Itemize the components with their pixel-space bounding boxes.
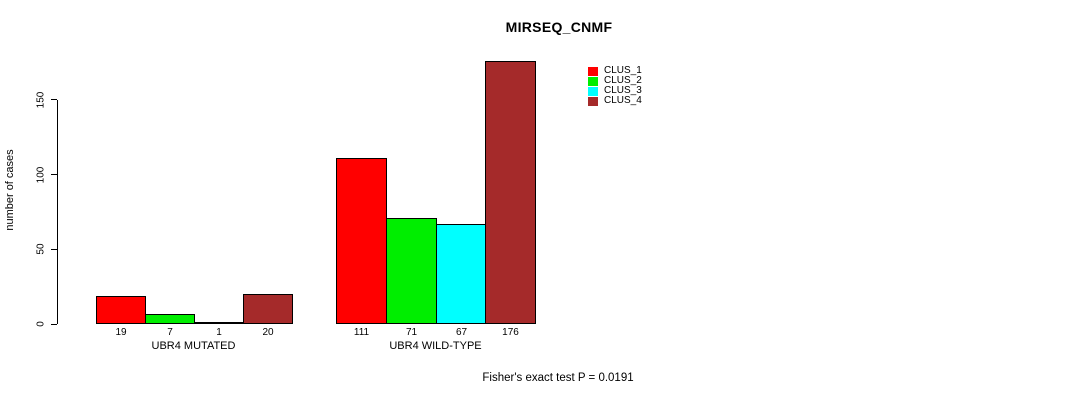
bar-value-label: 67	[455, 327, 468, 338]
bar-value-label: 71	[405, 327, 418, 338]
x-category-label: UBR4 MUTATED	[151, 340, 236, 352]
legend: CLUS_1 CLUS_2 CLUS_3 CLUS_4	[588, 66, 642, 106]
legend-row: CLUS_1	[588, 66, 642, 76]
bar-clus_3	[194, 322, 244, 324]
y-tick-label: 150	[35, 91, 47, 109]
legend-row: CLUS_2	[588, 76, 642, 86]
bar-value-label: 20	[262, 327, 274, 338]
legend-label: CLUS_3	[604, 85, 642, 96]
bar-value-label: 19	[115, 327, 127, 338]
bar-clus_1	[96, 296, 146, 324]
bar-value-label: 7	[167, 327, 173, 338]
y-axis-label: number of cases	[4, 149, 16, 231]
legend-label: CLUS_1	[604, 65, 642, 76]
legend-color-swatch	[588, 66, 598, 76]
bar-clus_2	[145, 314, 195, 324]
y-tick-label: 50	[35, 243, 47, 255]
bar-value-label: 111	[353, 327, 370, 338]
bar-clus_3	[436, 224, 487, 324]
legend-label: CLUS_2	[604, 75, 642, 86]
chart-title: MIRSEQ_CNMF	[505, 19, 613, 35]
bar-value-label: 176	[502, 327, 519, 338]
bar-clus_2	[386, 218, 437, 324]
legend-row: CLUS_4	[588, 96, 642, 106]
legend-color-swatch	[588, 76, 598, 86]
y-tick-mark	[51, 248, 57, 250]
y-tick-mark	[51, 174, 57, 176]
legend-color-swatch	[588, 86, 598, 96]
bar-clus_4	[485, 61, 536, 324]
legend-label: CLUS_4	[604, 95, 642, 106]
y-tick-mark	[51, 323, 57, 325]
x-category-label: UBR4 WILD-TYPE	[389, 340, 482, 352]
fisher-test-annotation: Fisher's exact test P = 0.0191	[482, 372, 634, 384]
legend-row: CLUS_3	[588, 86, 642, 96]
y-axis-line	[57, 100, 58, 324]
bar-clus_1	[336, 158, 387, 324]
y-tick-mark	[51, 99, 57, 101]
bar-clus_4	[243, 294, 293, 324]
y-tick-label: 0	[35, 321, 47, 327]
bar-value-label: 1	[216, 327, 222, 338]
y-tick-label: 100	[35, 166, 47, 183]
legend-color-swatch	[588, 96, 598, 106]
